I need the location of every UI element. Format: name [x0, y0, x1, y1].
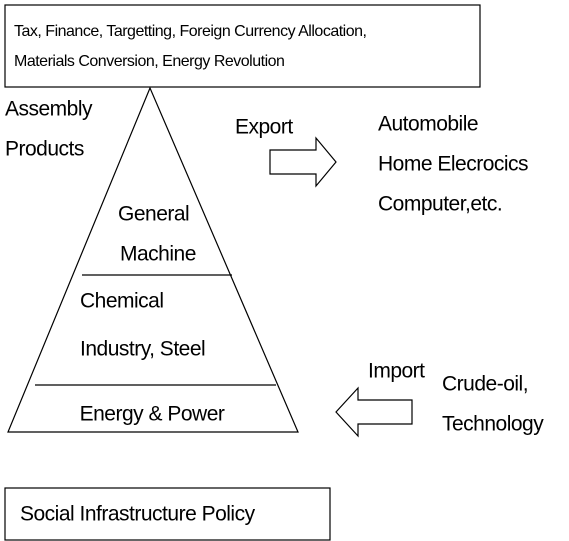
policy-box [4, 4, 481, 88]
level-label: Energy & Power [80, 403, 225, 426]
export-item: Automobile [378, 113, 478, 136]
level-label: Assembly [5, 98, 93, 121]
infrastructure-label: Social Infrastructure Policy [20, 503, 256, 526]
import-item: Technology [442, 413, 544, 436]
level-label: Machine [120, 243, 196, 266]
export-arrow [269, 136, 337, 188]
level-label: Products [5, 138, 84, 161]
level-label: Industry, Steel [80, 338, 205, 361]
export-item: Computer,etc. [378, 193, 502, 216]
export-label: Export [235, 116, 293, 139]
level-label: Chemical [80, 290, 164, 313]
import-label: Import [368, 360, 425, 383]
import-arrow [335, 386, 413, 438]
level-label: General [118, 203, 189, 226]
policy-line: Tax, Finance, Targetting, Foreign Curren… [14, 23, 367, 40]
infrastructure-box [4, 487, 331, 541]
import-item: Crude-oil, [442, 373, 528, 396]
export-item: Home Elecrocics [378, 153, 528, 176]
pyramid [7, 86, 299, 433]
policy-line: Materials Conversion, Energy Revolution [14, 53, 284, 70]
